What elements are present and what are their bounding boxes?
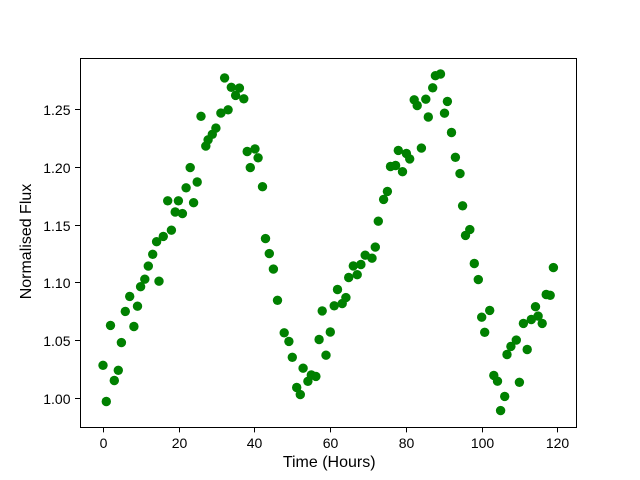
svg-text:80: 80 [399, 435, 415, 451]
svg-text:1.15: 1.15 [43, 218, 70, 234]
svg-text:1.00: 1.00 [43, 391, 70, 407]
svg-text:1.10: 1.10 [43, 275, 70, 291]
svg-text:120: 120 [546, 435, 570, 451]
svg-text:100: 100 [471, 435, 495, 451]
svg-text:40: 40 [247, 435, 263, 451]
svg-text:1.05: 1.05 [43, 333, 70, 349]
svg-text:1.20: 1.20 [43, 160, 70, 176]
svg-text:Normalised Flux: Normalised Flux [18, 184, 35, 300]
svg-text:0: 0 [100, 435, 108, 451]
svg-text:1.25: 1.25 [43, 102, 70, 118]
svg-text:60: 60 [323, 435, 339, 451]
svg-text:20: 20 [172, 435, 188, 451]
svg-text:Time (Hours): Time (Hours) [283, 454, 376, 471]
